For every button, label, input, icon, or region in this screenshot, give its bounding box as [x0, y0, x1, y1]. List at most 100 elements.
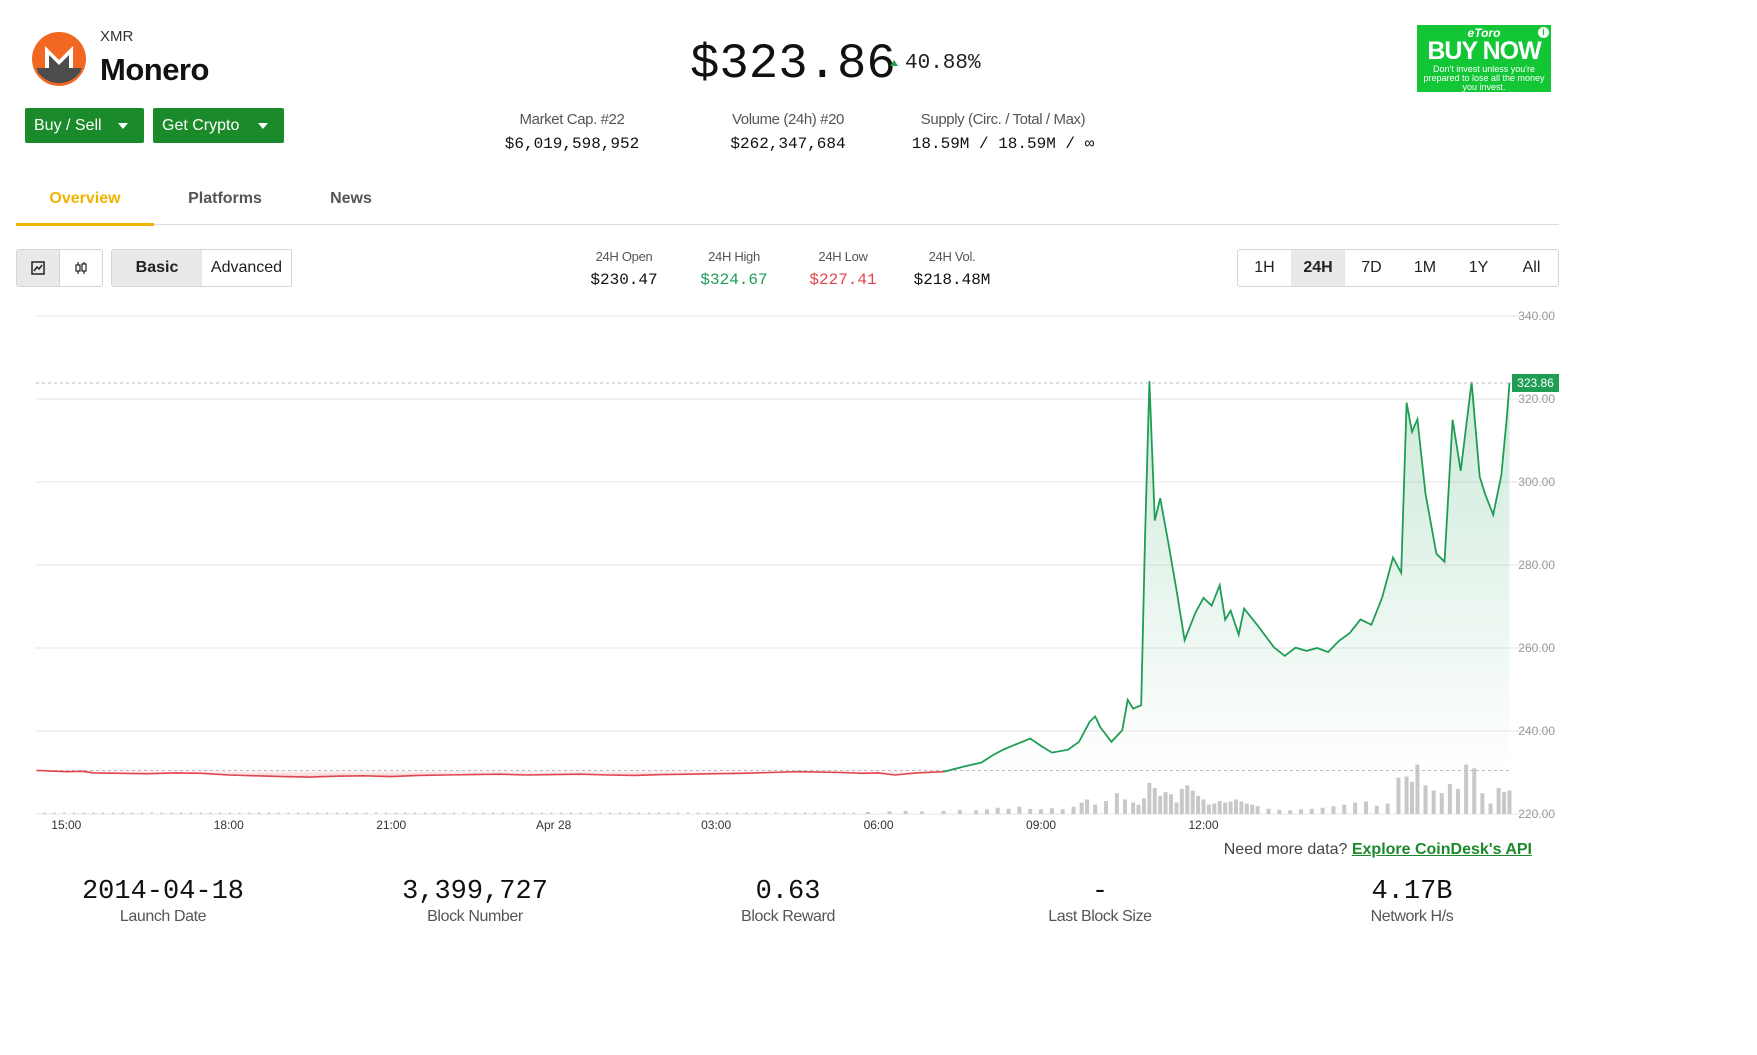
- volume-bar: [1093, 804, 1098, 814]
- info-icon[interactable]: i: [1538, 27, 1549, 38]
- volume-bar: [1206, 804, 1211, 814]
- volume-bar: [550, 812, 553, 814]
- volume-bar: [326, 812, 329, 814]
- volume-24h-label: 24H Vol.: [928, 249, 976, 264]
- block-reward-label: Block Reward: [741, 908, 835, 925]
- candlestick-icon: [75, 262, 87, 274]
- y-tick-label: 220.00: [1518, 807, 1555, 821]
- volume-bar: [1415, 764, 1420, 814]
- x-tick-label: 09:00: [1026, 818, 1056, 832]
- range-all-button[interactable]: All: [1522, 259, 1541, 276]
- volume-bar: [647, 812, 650, 814]
- basic-mode-button[interactable]: Basic: [112, 250, 202, 286]
- volume-bar: [521, 812, 524, 814]
- volume-bar: [228, 812, 231, 814]
- volume-bar: [706, 812, 709, 814]
- volume-bar: [1277, 809, 1282, 814]
- volume-bar: [1423, 785, 1428, 814]
- volume-bar: [1201, 799, 1206, 814]
- range-1h-button[interactable]: 1H: [1254, 259, 1275, 276]
- volume-bar: [1071, 806, 1076, 814]
- chart-type-toggle: [16, 249, 103, 287]
- volume-bar: [1049, 808, 1054, 814]
- range-1m-button[interactable]: 1M: [1413, 259, 1437, 276]
- volume-bar: [306, 812, 309, 814]
- volume-bar: [189, 812, 192, 814]
- volume-bar: [345, 812, 348, 814]
- range-1y-button[interactable]: 1Y: [1468, 259, 1489, 276]
- volume-bar: [1228, 801, 1233, 814]
- volume-bar: [725, 812, 728, 814]
- range-7d-button[interactable]: 7D: [1361, 259, 1382, 276]
- explore-api-link[interactable]: Explore CoinDesk's API: [1351, 841, 1532, 858]
- time-range-selector: 1H 24H 7D 1M 1Y All: [1237, 249, 1559, 287]
- volume-bar: [482, 812, 485, 814]
- volume-value: $262,347,684: [730, 135, 846, 153]
- volume-bar: [540, 812, 543, 814]
- volume-label: Volume (24h) #20: [731, 111, 844, 128]
- price-change: 40.88%: [905, 52, 981, 75]
- x-tick-label: 06:00: [864, 818, 894, 832]
- volume-bar: [1006, 808, 1011, 814]
- volume-bar: [1255, 806, 1260, 814]
- volume-bar: [1496, 788, 1501, 814]
- etoro-ad-banner[interactable]: eToro BUY NOW Don't invest unless you're…: [1417, 25, 1551, 92]
- range-24h-button[interactable]: 24H: [1291, 250, 1345, 286]
- low-value: $227.41: [809, 271, 877, 289]
- candlestick-chart-button[interactable]: [60, 250, 102, 286]
- volume-bar: [414, 812, 417, 814]
- x-tick-label: 18:00: [214, 818, 244, 832]
- network-hashrate-label: Network H/s: [1370, 908, 1454, 925]
- volume-bar: [1396, 777, 1401, 814]
- volume-bar: [1190, 790, 1195, 814]
- tab-news[interactable]: News: [330, 190, 372, 207]
- tab-platforms[interactable]: Platforms: [188, 190, 262, 207]
- volume-bar: [336, 812, 339, 814]
- volume-bar: [287, 812, 290, 814]
- volume-bar: [404, 812, 407, 814]
- volume-bar: [258, 812, 261, 814]
- volume-bar: [53, 812, 56, 814]
- launch-date-label: Launch Date: [119, 908, 207, 925]
- block-number-value: 3,399,727: [402, 877, 548, 907]
- up-arrow-icon: [890, 60, 898, 66]
- high-value: $324.67: [700, 271, 768, 289]
- x-tick-label: Apr 28: [536, 818, 572, 832]
- y-tick-label: 300.00: [1518, 475, 1555, 489]
- volume-bar: [160, 812, 163, 814]
- volume-bar: [1464, 764, 1469, 814]
- volume-bar: [1212, 803, 1217, 814]
- volume-bar: [599, 812, 602, 814]
- volume-bar: [887, 811, 892, 814]
- x-tick-label: 03:00: [701, 818, 731, 832]
- line-chart-button[interactable]: [17, 250, 60, 286]
- volume-bar: [842, 812, 845, 814]
- price-chart[interactable]: 340.00 320.00 300.00 280.00 260.00 240.00 220.…: [0, 300, 1757, 840]
- volume-bar: [1163, 792, 1168, 814]
- volume-bar: [995, 807, 1000, 814]
- volume-bar: [180, 812, 183, 814]
- tab-overview[interactable]: Overview: [49, 190, 121, 207]
- volume-bar: [1472, 768, 1477, 814]
- advanced-mode-button[interactable]: Advanced: [210, 259, 283, 276]
- buy-sell-button[interactable]: Buy / Sell: [25, 108, 144, 143]
- volume-bar: [1217, 801, 1222, 814]
- volume-bar: [657, 812, 660, 814]
- volume-bar: [1309, 808, 1314, 814]
- volume-bar: [1185, 785, 1190, 814]
- volume-bar: [1147, 782, 1152, 814]
- volume-bar: [433, 812, 436, 814]
- volume-bar: [1223, 802, 1228, 814]
- volume-bar: [1239, 801, 1244, 814]
- volume-bar: [375, 812, 378, 814]
- block-reward-value: 0.63: [755, 877, 821, 907]
- launch-date-value: 2014-04-18: [81, 877, 245, 907]
- volume-bar: [131, 812, 134, 814]
- volume-bar: [667, 812, 670, 814]
- current-price: $323.86: [690, 36, 896, 92]
- chevron-down-icon: [118, 123, 128, 129]
- api-promo: Need more data? Explore CoinDesk's API: [1224, 841, 1532, 859]
- volume-bar: [1196, 795, 1201, 814]
- get-crypto-button[interactable]: Get Crypto: [153, 108, 284, 143]
- volume-bar: [774, 812, 777, 814]
